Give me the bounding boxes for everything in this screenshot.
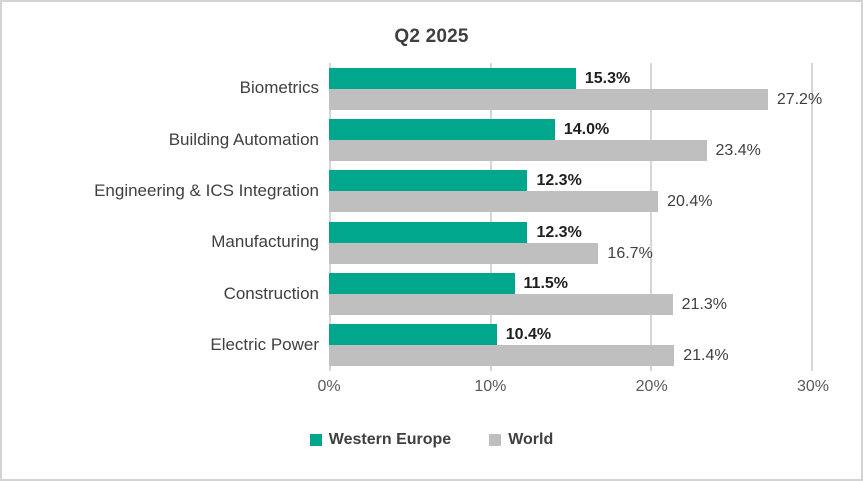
bar-row: Manufacturing 12.3% 16.7% [2,217,861,268]
plot-rows: Biometrics 15.3% 27.2% Building Automation 1… [2,63,861,371]
bar-western-europe [329,170,528,192]
x-tick-label: 10% [474,378,507,395]
plot-area: Biometrics 15.3% 27.2% Building Automation 1… [2,63,861,371]
legend: Western Europe World [2,431,861,449]
value-label: 20.4% [667,193,713,211]
value-label: 15.3% [584,69,631,87]
bar-world [329,242,599,264]
gridline [811,63,813,371]
value-label: 10.4% [505,326,552,344]
gridline [489,63,492,371]
gridline [329,63,331,371]
bar-row: Biometrics 15.3% 27.2% [2,63,861,114]
bar-pair: 12.3% 20.4% [329,170,813,213]
legend-swatch-icon [309,434,322,446]
bar-row: Construction 11.5% 21.3% [2,268,861,319]
legend-swatch-icon [489,434,502,446]
legend-item-world: World [489,431,553,449]
value-label: 23.4% [715,141,761,159]
bar-western-europe [329,67,576,89]
legend-label: Western Europe [328,431,452,448]
value-label: 27.2% [776,90,823,108]
category-label: Biometrics [239,78,319,98]
category-label: Engineering & ICS Integration [94,180,319,200]
value-label: 11.5% [523,274,569,292]
category-label: Building Automation [168,129,319,149]
bar-pair: 10.4% 21.4% [329,324,813,367]
bar-pair: 11.5% 21.3% [329,272,813,315]
x-tick-label: 20% [635,378,668,395]
bar-world [329,191,659,213]
value-label: 16.7% [607,244,653,262]
bar-pair: 15.3% 27.2% [329,67,822,110]
x-tick-label: 30% [796,378,830,395]
value-label: 12.3% [536,223,582,241]
bar-western-europe [329,118,555,140]
bar-world [329,139,707,161]
gridline-layer [329,63,813,371]
value-label: 12.3% [536,172,582,190]
category-label: Manufacturing [211,232,319,252]
x-tick-label: 0% [317,378,341,395]
category-label: Electric Power [210,334,319,354]
bar-western-europe [329,272,515,294]
bar-row: Building Automation 14.0% 23.4% [2,114,861,165]
bar-row: Engineering & ICS Integration 12.3% 20.4% [2,166,861,217]
bar-world [329,293,673,315]
value-label: 21.3% [681,295,727,313]
value-label: 14.0% [563,120,610,138]
bar-western-europe [329,221,528,243]
bar-world [329,88,768,110]
bar-western-europe [329,324,497,346]
chart-title: Q2 2025 [394,26,469,47]
bar-pair: 12.3% 16.7% [329,221,813,264]
legend-label: World [508,431,554,448]
bar-world [329,345,675,367]
gridline [650,63,653,371]
value-label: 21.4% [683,347,729,365]
legend-item-western-europe: Western Europe [309,431,452,449]
x-axis: 0% 10% 20% 30% [317,378,829,398]
bar-row: Electric Power 10.4% 21.4% [2,320,861,371]
bar-pair: 14.0% 23.4% [329,118,813,161]
category-label: Construction [223,283,319,303]
